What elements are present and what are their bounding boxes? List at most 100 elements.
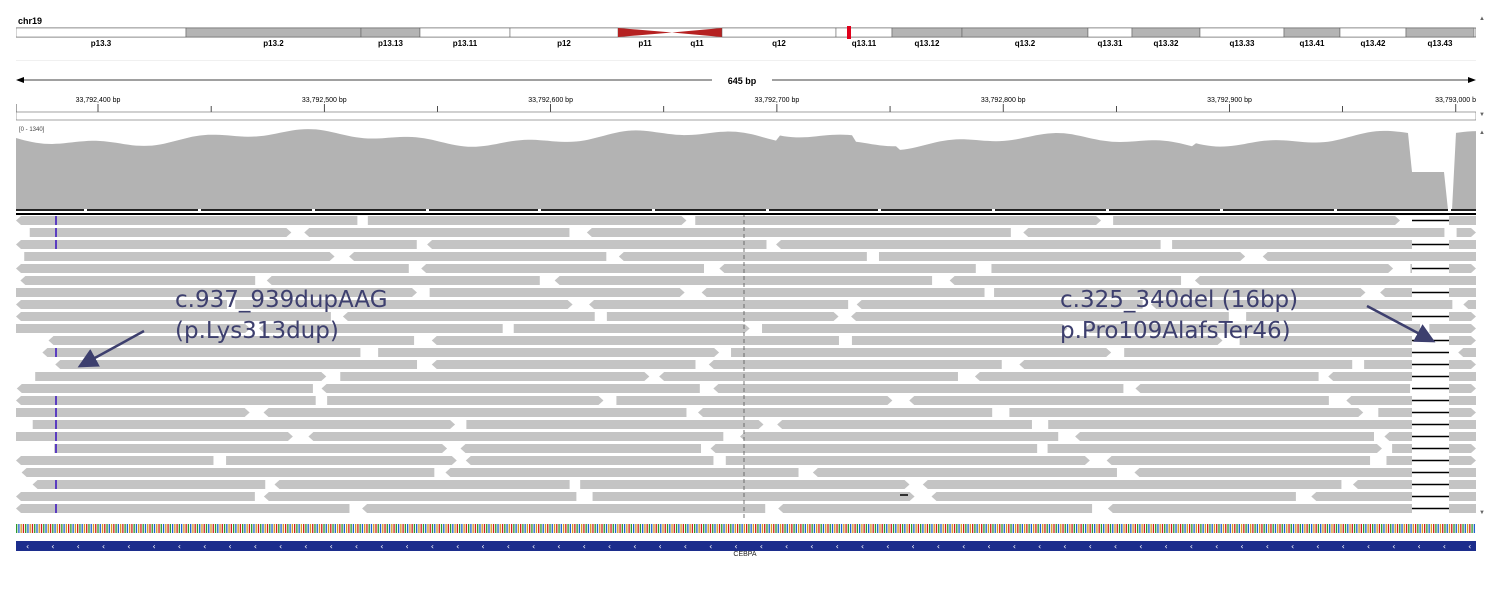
ideogram-band-p13.2 [185,27,362,38]
insertion-marker [55,432,57,441]
aligned-read [274,480,570,489]
aligned-read [421,264,704,273]
aligned-read [16,492,255,501]
strand-chevron-icon: ‹ [785,542,788,551]
aligned-read [778,504,1093,513]
position-ruler[interactable]: 645 bp 33,792,400 bp 33,792,500 bp 33,792,… [16,60,1476,122]
ideogram-band-q13.2 [961,27,1089,38]
aligned-read [739,432,1059,441]
strand-chevron-icon: ‹ [583,542,586,551]
scroll-up-icon[interactable]: ▲ [1479,16,1485,22]
aligned-read [16,456,214,465]
aligned-read [931,492,1296,501]
ideogram-band-q13.11 [835,27,893,38]
aligned-read [16,240,417,249]
ruler-tick-label: 33,792,600 bp [528,97,573,104]
strand-chevron-icon: ‹ [304,542,307,551]
aligned-read [949,276,1182,285]
gene-track-cebpa[interactable]: ‹ ‹ ‹ ‹ ‹ ‹ ‹ ‹ ‹ ‹ ‹ ‹ ‹ ‹ ‹ ‹ ‹ ‹ ‹ ‹ ‹ ‹ ‹ ‹ ‹ ‹ ‹ ‹ ‹ ‹ ‹ ‹ ‹ ‹ ‹ ‹ ‹ ‹ ‹ ‹… [16,539,1476,553]
chromosome-ideogram[interactable]: p13.3 p13.2 p13.13 p13.11 p12 p11 q11 q12 q13.11… [16,26,1476,50]
aligned-read [994,288,1366,297]
insertion-marker [55,408,57,417]
ruler-tick-label: 33,792,700 bp [755,97,800,104]
vertical-scrollbar[interactable]: ▲ ▼ ▲ ▼ [1477,14,1487,524]
aligned-read [698,408,993,417]
strand-chevron-icon: ‹ [1468,542,1471,551]
aligned-read [427,240,767,249]
strand-chevron-icon: ‹ [1316,542,1319,551]
ideogram-band-p12 [509,27,619,38]
aligned-read [1084,324,1421,333]
aligned-read [1346,396,1476,405]
strand-chevron-icon: ‹ [659,542,662,551]
aligned-read [349,252,607,261]
ruler-tick-label: 33,792,800 bp [981,97,1026,104]
aligned-read [327,396,604,405]
aligned-read [54,444,448,453]
strand-chevron-icon: ‹ [709,542,712,551]
ideogram-band-label: p12 [557,39,571,48]
annotation-del-variant: c.325_340del (16bp) p.Pro109AlafsTer46) [1060,285,1298,347]
insertion-marker [55,504,57,513]
strand-chevron-icon: ‹ [987,542,990,551]
aligned-read [1134,468,1476,477]
ruler-tick-label: 33,792,400 bp [76,97,121,104]
strand-chevron-icon: ‹ [102,542,105,551]
aligned-read [16,396,316,405]
aligned-read [16,312,331,321]
aligned-read [445,468,799,477]
insertion-marker [55,228,57,237]
insertion-marker [55,240,57,249]
strand-chevron-icon: ‹ [406,542,409,551]
coverage-track[interactable] [16,124,1476,212]
strand-chevron-icon: ‹ [355,542,358,551]
aligned-read [878,252,1246,261]
strand-chevron-icon: ‹ [760,542,763,551]
strand-chevron-icon: ‹ [1114,542,1117,551]
aligned-read [32,420,456,429]
aligned-read [1124,348,1443,357]
strand-chevron-icon: ‹ [1190,542,1193,551]
alignment-reads-track[interactable] [16,213,1476,519]
ideogram-band-q11 [672,28,722,37]
scroll-up-icon-reads[interactable]: ▲ [1479,130,1485,136]
ideogram-band-label: q13.2 [1015,39,1036,48]
aligned-read [776,240,1161,249]
strand-chevron-icon: ‹ [1418,542,1421,551]
aligned-read [16,408,250,417]
coverage-range-label: [0 - 1340] [19,127,45,133]
aligned-read [513,324,750,333]
strand-chevron-icon: ‹ [1089,542,1092,551]
aligned-read [16,432,293,441]
aligned-read [431,360,696,369]
aligned-read [1328,372,1476,381]
annotation-del-hgvs-c: c.325_340del (16bp) [1060,287,1299,313]
ideogram-band-label: p13.11 [453,39,478,48]
aligned-read [16,264,409,273]
aligned-read [713,384,1124,393]
strand-chevron-icon: ‹ [254,542,257,551]
aligned-read [431,336,839,345]
strand-chevron-icon: ‹ [962,542,965,551]
strand-chevron-icon: ‹ [330,542,333,551]
scroll-down-icon[interactable]: ▼ [1479,112,1485,118]
strand-chevron-icon: ‹ [734,542,737,551]
scroll-down-icon-reads[interactable]: ▼ [1479,510,1485,516]
ruler-tick-label: 33,793,000 b [1435,97,1476,104]
gene-exon-bar [16,541,1476,551]
ideogram-band-q13.41 [1283,27,1341,38]
strand-chevron-icon: ‹ [431,542,434,551]
aligned-read [554,276,933,285]
strand-chevron-icon: ‹ [228,542,231,551]
aligned-read [1047,444,1382,453]
aligned-read [16,324,251,333]
strand-chevron-icon: ‹ [1291,542,1294,551]
strand-chevron-icon: ‹ [456,542,459,551]
strand-chevron-icon: ‹ [633,542,636,551]
strand-chevron-icon: ‹ [380,542,383,551]
aligned-read [42,348,361,357]
strand-chevron-icon: ‹ [836,542,839,551]
aligned-read [1456,228,1476,237]
strand-chevron-icon: ‹ [684,542,687,551]
aligned-read [235,300,573,309]
